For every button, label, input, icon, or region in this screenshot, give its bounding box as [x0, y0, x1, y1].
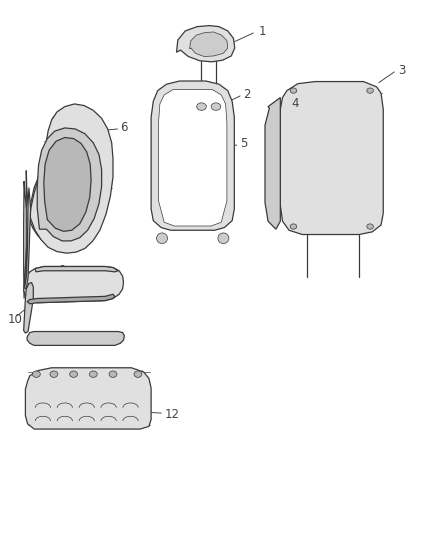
Polygon shape: [25, 188, 31, 289]
Polygon shape: [24, 266, 124, 303]
Text: 10: 10: [8, 313, 23, 326]
Ellipse shape: [211, 103, 221, 110]
Polygon shape: [24, 107, 110, 298]
Ellipse shape: [367, 224, 373, 229]
Polygon shape: [27, 294, 115, 304]
Ellipse shape: [197, 103, 206, 110]
Polygon shape: [25, 368, 151, 429]
Ellipse shape: [218, 233, 229, 244]
Polygon shape: [35, 266, 118, 272]
Ellipse shape: [290, 88, 297, 93]
Text: 3: 3: [398, 64, 405, 77]
Polygon shape: [44, 138, 91, 231]
Text: 12: 12: [164, 408, 179, 421]
Text: 7: 7: [85, 175, 92, 188]
Polygon shape: [24, 282, 33, 333]
Ellipse shape: [70, 371, 78, 377]
Text: 6: 6: [120, 122, 128, 134]
Text: 2: 2: [244, 88, 251, 101]
Polygon shape: [151, 81, 234, 230]
Polygon shape: [280, 82, 383, 235]
Text: 9: 9: [58, 264, 65, 277]
Text: 4: 4: [292, 98, 299, 110]
Ellipse shape: [134, 371, 142, 377]
Ellipse shape: [50, 371, 58, 377]
Polygon shape: [27, 332, 124, 345]
Polygon shape: [190, 32, 228, 56]
Ellipse shape: [157, 233, 167, 244]
Ellipse shape: [109, 371, 117, 377]
Polygon shape: [26, 104, 113, 288]
Polygon shape: [159, 90, 227, 226]
Text: 5: 5: [240, 138, 247, 150]
Text: 1: 1: [258, 26, 266, 38]
Ellipse shape: [89, 371, 97, 377]
Polygon shape: [37, 128, 102, 241]
Ellipse shape: [32, 371, 40, 377]
Ellipse shape: [367, 88, 373, 93]
Polygon shape: [177, 26, 235, 62]
Polygon shape: [265, 98, 280, 229]
Ellipse shape: [290, 224, 297, 229]
